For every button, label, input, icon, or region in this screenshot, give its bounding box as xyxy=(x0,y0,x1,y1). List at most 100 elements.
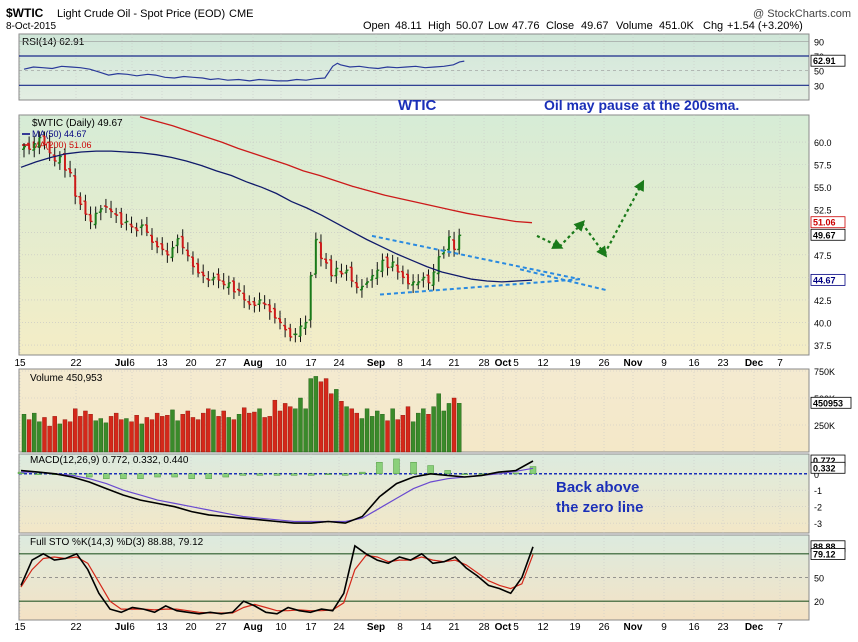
price-last-label: 44.67 xyxy=(813,275,836,285)
volume-bar xyxy=(134,415,139,453)
candle-body xyxy=(104,206,107,208)
macd-y-tick-label: -2 xyxy=(814,503,822,513)
candle-body xyxy=(84,201,87,215)
x-tick-label-top: 19 xyxy=(569,358,581,369)
x-tick-label-bottom: 10 xyxy=(275,622,287,633)
candle-body xyxy=(79,196,82,205)
rsi-last-label: 62.91 xyxy=(813,56,836,66)
rsi-y-tick-label: 90 xyxy=(814,37,824,47)
volume-bar xyxy=(231,419,237,453)
rsi-y-tick-label: 30 xyxy=(814,81,824,91)
candle-body xyxy=(232,281,235,292)
x-tick-label-bottom: 5 xyxy=(513,622,519,633)
macd-histogram-bar xyxy=(376,462,383,474)
macd-histogram-bar xyxy=(359,471,366,474)
candle-body xyxy=(366,281,369,285)
x-tick-label-top: 7 xyxy=(777,358,783,369)
volume-bar xyxy=(303,408,308,453)
volume-bar xyxy=(206,408,211,453)
chart-symbol: $WTIC xyxy=(6,6,44,20)
volume-bar xyxy=(441,410,447,453)
macd-histogram-bar xyxy=(410,462,417,474)
price-panel xyxy=(18,114,810,356)
volume-bar xyxy=(293,408,298,453)
volume-bar xyxy=(32,412,37,453)
x-tick-label-bottom: 28 xyxy=(478,622,490,633)
candle-body xyxy=(325,259,328,263)
macd-histogram-bar xyxy=(307,473,315,476)
volume-bar xyxy=(180,414,185,453)
volume-bar xyxy=(88,414,93,453)
candle-body xyxy=(453,239,456,250)
chg-value: +1.54 (+3.20%) xyxy=(727,20,803,32)
x-tick-label-top: Oct xyxy=(495,358,512,369)
macd-histogram-bar xyxy=(290,473,298,476)
open-label: Open xyxy=(363,20,390,32)
volume-bar xyxy=(457,403,462,453)
macd-histogram-bar xyxy=(393,458,400,474)
volume-bar xyxy=(103,422,109,453)
stochastic-panel xyxy=(18,534,810,621)
chart-exchange: CME xyxy=(229,8,253,20)
volume-bar xyxy=(349,408,354,453)
candle-body xyxy=(120,212,123,225)
candle-body xyxy=(227,282,230,288)
back-above-annotation-line2: the zero line xyxy=(556,499,644,516)
high-value: 50.07 xyxy=(456,20,484,32)
macd-last-label-box xyxy=(810,461,846,474)
x-tick-label-bottom: 20 xyxy=(185,622,197,633)
volume-bar xyxy=(298,397,303,453)
volume-bar xyxy=(149,419,155,453)
x-tick-label-top: 13 xyxy=(156,358,168,369)
macd-histogram-bar xyxy=(444,470,451,474)
volume-bar xyxy=(426,414,431,453)
candle-body xyxy=(151,235,153,243)
x-tick-label-bottom: 27 xyxy=(215,622,227,633)
candle-body xyxy=(156,241,159,247)
candle-body xyxy=(253,301,256,306)
volume-bar xyxy=(380,414,385,453)
volume-bar xyxy=(247,412,252,453)
volume-bar xyxy=(226,417,232,453)
candle-body xyxy=(58,156,61,163)
x-tick-label-top: 27 xyxy=(215,358,227,369)
price-legend: $WTIC (Daily) 49.67 xyxy=(32,118,123,129)
volume-bar xyxy=(57,423,63,453)
x-tick-label-top: 10 xyxy=(275,358,287,369)
macd-histogram-bar xyxy=(239,473,247,476)
candle-body xyxy=(33,143,36,151)
macd-line xyxy=(20,460,534,524)
candle-body xyxy=(94,213,97,225)
price-y-tick-label: 47.5 xyxy=(814,251,832,261)
volume-bar xyxy=(211,409,216,453)
volume-bar xyxy=(236,414,242,453)
x-tick-label-bottom: Sep xyxy=(367,622,385,633)
volume-bar xyxy=(369,416,375,453)
macd-histogram-bar xyxy=(188,473,195,479)
candle-body xyxy=(268,304,271,312)
x-tick-label-bottom: 15 xyxy=(14,622,26,633)
volume-bar xyxy=(98,418,104,453)
x-tick-label-top: 6 xyxy=(129,358,135,369)
macd-last-label: 0.332 xyxy=(813,463,836,473)
x-tick-label-top: 21 xyxy=(448,358,460,369)
price-last-label-box xyxy=(810,216,846,229)
sto-legend: Full STO %K(14,3) %D(3) 88.88, 79.12 xyxy=(30,537,204,548)
x-tick-label-top: 14 xyxy=(420,358,432,369)
volume-bar xyxy=(375,410,380,453)
high-label: High xyxy=(428,20,451,32)
price-last-label: 51.06 xyxy=(813,218,836,228)
price-y-tick-label: 60.0 xyxy=(814,138,832,148)
volume-bar xyxy=(185,410,191,453)
ma200-legend: MA(200) 51.06 xyxy=(32,140,92,150)
volume-bar xyxy=(359,418,365,453)
macd-signal-line xyxy=(21,467,534,523)
x-tick-label-bottom: 23 xyxy=(717,622,729,633)
volume-legend: Volume 450,953 xyxy=(30,373,103,384)
volume-value: 451.0K xyxy=(659,20,695,32)
macd-last-label: 0.772 xyxy=(813,456,836,466)
x-tick-label-bottom: Jul xyxy=(115,622,130,633)
volume-last-label-box xyxy=(810,396,852,409)
candle-body xyxy=(340,271,343,274)
